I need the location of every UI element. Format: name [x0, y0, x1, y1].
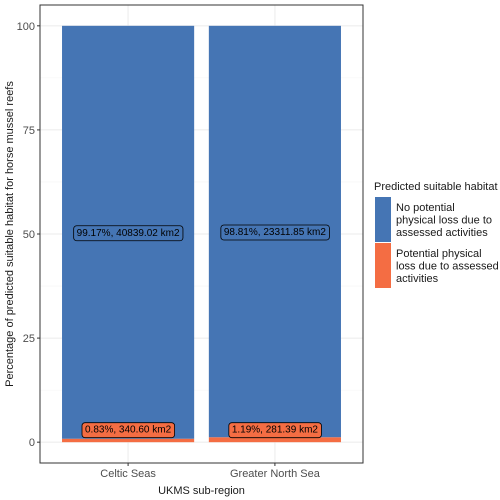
x-axis: Celtic Seas Greater North Sea: [100, 463, 321, 480]
bar-segment: [208, 437, 341, 443]
y-tick-label: 0: [29, 437, 35, 449]
y-tick-label: 50: [23, 229, 35, 241]
legend-entry-label: Potential physical loss due to assessed ac…: [396, 248, 499, 285]
data-label-box: [73, 225, 184, 242]
data-label-text: 1.19%, 281.39 km2: [232, 425, 319, 436]
legend-key: [375, 197, 391, 242]
data-label: 98.81%, 23311.85 km2: [220, 224, 330, 241]
y-axis-title: Percentage of predicted suitable habitat…: [4, 81, 16, 387]
data-label: 1.19%, 281.39 km2: [228, 422, 322, 439]
data-label-box: [220, 224, 330, 241]
x-tick-label: Greater North Sea: [230, 468, 321, 480]
bar-segment: [62, 438, 195, 443]
y-tick-label: 75: [23, 125, 35, 137]
x-tick-label: Celtic Seas: [100, 468, 156, 480]
legend: Predicted suitable habitat No potential p…: [374, 181, 499, 288]
data-label-box: [81, 422, 176, 439]
x-axis-title: UKMS sub-region: [158, 485, 245, 497]
data-label-text: 98.81%, 23311.85 km2: [224, 227, 327, 238]
legend-key: [375, 243, 391, 288]
legend-title: Predicted suitable habitat: [374, 181, 498, 193]
data-label-text: 0.83%, 340.60 km2: [85, 425, 172, 436]
data-label-text: 99.17%, 40839.02 km2: [77, 228, 180, 239]
data-label: 0.83%, 340.60 km2: [81, 422, 176, 439]
y-axis: 0 25 50 75 100: [17, 21, 40, 449]
y-tick-label: 100: [17, 21, 35, 33]
y-tick-label: 25: [23, 333, 35, 345]
data-label-box: [228, 422, 322, 439]
legend-entry-label: No potential physical loss due to assessed…: [396, 202, 492, 239]
data-labels: 99.17%, 40839.02 km2 98.81%, 23311.85 km2…: [73, 224, 330, 439]
data-label: 99.17%, 40839.02 km2: [73, 225, 184, 242]
